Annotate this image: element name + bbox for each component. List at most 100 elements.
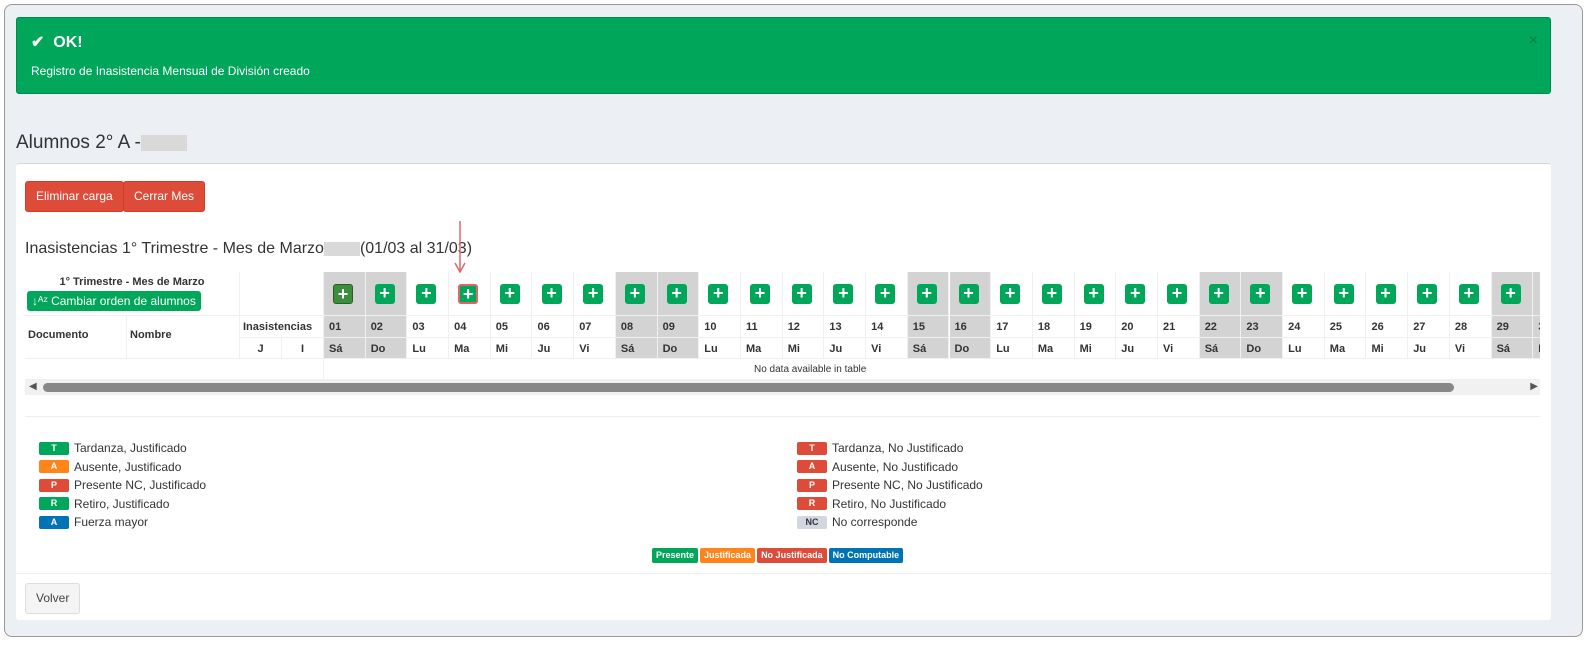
page-title: Alumnos 2° A -	[16, 132, 187, 154]
add-absence-button[interactable]: +	[499, 284, 520, 304]
day-weekday: Do	[949, 338, 992, 359]
day-weekday: Mi	[782, 338, 825, 359]
add-absence-button[interactable]: +	[541, 284, 562, 304]
add-absence-button[interactable]: +	[333, 284, 353, 304]
header-documento[interactable]: Documento	[25, 316, 127, 359]
add-absence-button[interactable]: +	[1083, 284, 1104, 304]
day-add-cell: +	[615, 272, 658, 316]
add-absence-button[interactable]: +	[1333, 284, 1354, 304]
close-month-button[interactable]: Cerrar Mes	[123, 181, 206, 212]
add-absence-button[interactable]: +	[750, 284, 770, 304]
day-weekday: Do	[1241, 338, 1284, 359]
sort-students-button[interactable]: ↓ᴬᶻ Cambiar orden de alumnos	[27, 291, 201, 311]
arrow-annotation-icon	[454, 221, 466, 273]
day-number: 04	[449, 316, 491, 338]
alert-message: Registro de Inasistencia Mensual de Divi…	[31, 64, 310, 78]
add-absence-button[interactable]: +	[583, 284, 604, 304]
day-add-cell: +	[1116, 272, 1158, 316]
add-absence-button[interactable]: +	[1500, 284, 1521, 304]
legend-unjustified: T Tardanza, No Justificado A Ausente, No Ju…	[797, 439, 983, 532]
day-weekday: Sá	[1491, 338, 1534, 359]
add-absence-button[interactable]: +	[666, 284, 687, 304]
alert-title: OK!	[53, 34, 83, 51]
add-absence-button[interactable]: +	[1000, 284, 1021, 304]
day-weekday: Ma	[449, 338, 491, 359]
day-add-cell: +	[949, 272, 992, 316]
add-absence-button[interactable]: +	[833, 284, 854, 304]
day-add-cell: +	[907, 272, 950, 316]
legend-badge: A	[39, 460, 69, 474]
delete-load-button[interactable]: Eliminar carga	[25, 181, 124, 212]
legend-badge: R	[39, 497, 69, 511]
add-absence-button[interactable]: +	[1208, 284, 1229, 304]
day-weekday: Lu	[1283, 338, 1325, 359]
legend-label: Ausente, No Justificado	[832, 459, 959, 474]
day-add-cell: +	[1324, 272, 1367, 316]
success-alert: ✔ OK! Registro de Inasistencia Mensual d…	[16, 17, 1551, 94]
day-weekday: Ju	[1408, 338, 1450, 359]
day-add-cell: +	[657, 272, 700, 316]
add-absence-button[interactable]: +	[916, 284, 937, 304]
day-weekday: Vi	[1158, 338, 1200, 359]
day-weekday: Sá	[615, 338, 658, 359]
sort-label: Cambiar orden de alumnos	[51, 294, 196, 308]
legend-item: R Retiro, No Justificado	[797, 495, 983, 514]
day-number: 19	[1074, 316, 1117, 338]
day-add-cell: +	[574, 272, 616, 316]
header-nombre[interactable]: Nombre	[127, 316, 240, 359]
add-absence-button[interactable]: +	[1458, 284, 1479, 304]
day-add-cell: +	[490, 272, 533, 316]
day-add-cell: +	[699, 272, 741, 316]
add-absence-button[interactable]: +	[624, 284, 645, 304]
day-add-cell: +	[741, 272, 783, 316]
add-absence-button[interactable]: +	[791, 284, 812, 304]
day-number: 20	[1116, 316, 1158, 338]
status-badge: No Justificada	[757, 548, 827, 563]
day-add-cell: +	[1408, 272, 1450, 316]
back-button[interactable]: Volver	[25, 583, 81, 614]
legend-item: T Tardanza, Justificado	[39, 439, 206, 458]
add-absence-button[interactable]: +	[1417, 284, 1438, 304]
legend-item: T Tardanza, No Justificado	[797, 439, 983, 458]
day-weekday: Do	[657, 338, 700, 359]
add-absence-button[interactable]: +	[708, 284, 729, 304]
add-absence-button[interactable]: +	[958, 284, 979, 304]
day-number: 21	[1158, 316, 1200, 338]
add-absence-button[interactable]: +	[1125, 284, 1146, 304]
legend-label: Tardanza, No Justificado	[832, 441, 964, 456]
day-number: 02	[365, 316, 408, 338]
day-weekday: Ma	[1032, 338, 1075, 359]
day-add-cell: +	[324, 272, 366, 316]
add-absence-button[interactable]: +	[416, 284, 437, 304]
horizontal-scrollbar[interactable]: ◀ ▶	[25, 380, 1540, 395]
page-title-text: Alumnos 2° A -	[16, 132, 141, 153]
day-add-cell: +	[1283, 272, 1325, 316]
day-weekday: Mi	[490, 338, 533, 359]
period-label: 1° Trimestre - Mes de Marzo	[59, 276, 205, 288]
day-number: 05	[490, 316, 533, 338]
close-icon[interactable]: ×	[1528, 32, 1538, 49]
add-absence-button[interactable]: +	[1167, 284, 1187, 304]
day-weekday: Vi	[574, 338, 616, 359]
legend-badge: A	[797, 460, 827, 474]
add-absence-button[interactable]: +	[374, 284, 395, 304]
footer-divider	[16, 573, 1551, 574]
add-absence-button[interactable]: +	[1250, 284, 1271, 304]
add-absence-button[interactable]: +	[458, 284, 479, 304]
scroll-right-icon[interactable]: ▶	[1530, 381, 1538, 392]
scroll-left-icon[interactable]: ◀	[29, 381, 37, 392]
legend-item: R Retiro, Justificado	[39, 495, 206, 514]
day-weekday: Sá	[324, 338, 366, 359]
add-absence-button[interactable]: +	[1041, 284, 1062, 304]
add-absence-button[interactable]: +	[1292, 284, 1313, 304]
add-absence-button[interactable]: +	[875, 284, 896, 304]
day-number: 28	[1449, 316, 1492, 338]
empty-cell	[25, 359, 324, 380]
add-absence-button[interactable]: +	[1375, 284, 1396, 304]
legend-label: Retiro, Justificado	[74, 496, 170, 511]
redacted-text	[140, 134, 187, 151]
scrollbar-thumb[interactable]	[43, 383, 1454, 392]
day-number: 11	[741, 316, 783, 338]
day-weekday: Lu	[991, 338, 1033, 359]
main-card: Eliminar carga Cerrar Mes Inasistencias …	[16, 163, 1551, 620]
